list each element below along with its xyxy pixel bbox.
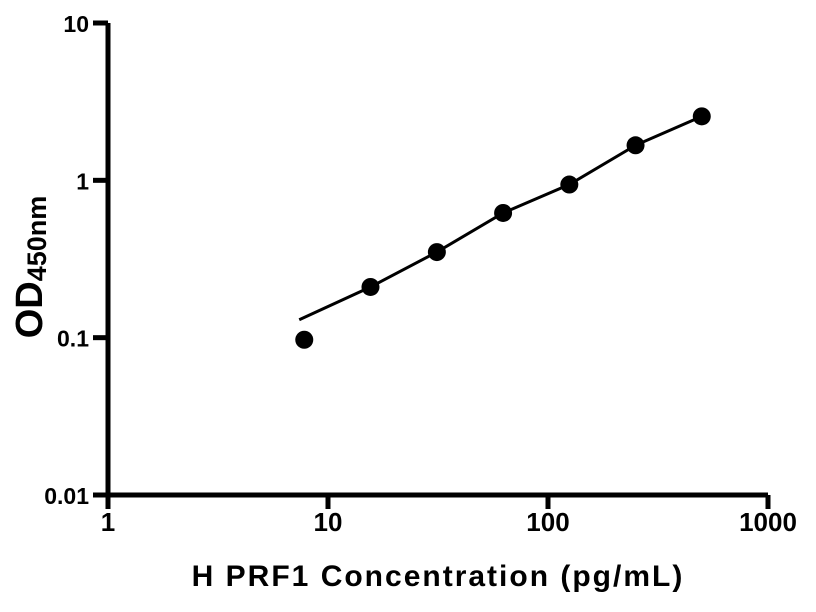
axis-tick-labels-layer: 1 10 100 1000 10 1 0.1 0.01 (44, 11, 797, 537)
y-axis-title: OD450nm (9, 196, 52, 339)
x-axis-title: H PRF1 Concentration (pg/mL) (192, 560, 685, 593)
data-point (560, 175, 579, 194)
x-axis-tick-label: 1000 (739, 507, 797, 537)
data-series-layer (295, 107, 711, 349)
data-point (295, 330, 314, 349)
x-axis-tick-label: 100 (526, 507, 569, 537)
x-axis-tick-label: 1 (101, 507, 115, 537)
data-point (361, 277, 380, 296)
data-point (692, 107, 711, 126)
data-point (427, 243, 446, 262)
data-point (626, 136, 645, 155)
y-axis-title-subscript: 450nm (22, 196, 52, 282)
data-point (494, 203, 513, 222)
y-axis-tick-label: 10 (63, 11, 89, 37)
y-axis-tick-label: 1 (76, 168, 89, 194)
y-axis-tick-label: 0.01 (44, 483, 89, 509)
y-axis-title-main: OD (9, 281, 51, 338)
x-axis-tick-label: 10 (314, 507, 343, 537)
axis-ticks-layer (93, 20, 771, 509)
y-axis-tick-label: 0.1 (57, 326, 89, 352)
